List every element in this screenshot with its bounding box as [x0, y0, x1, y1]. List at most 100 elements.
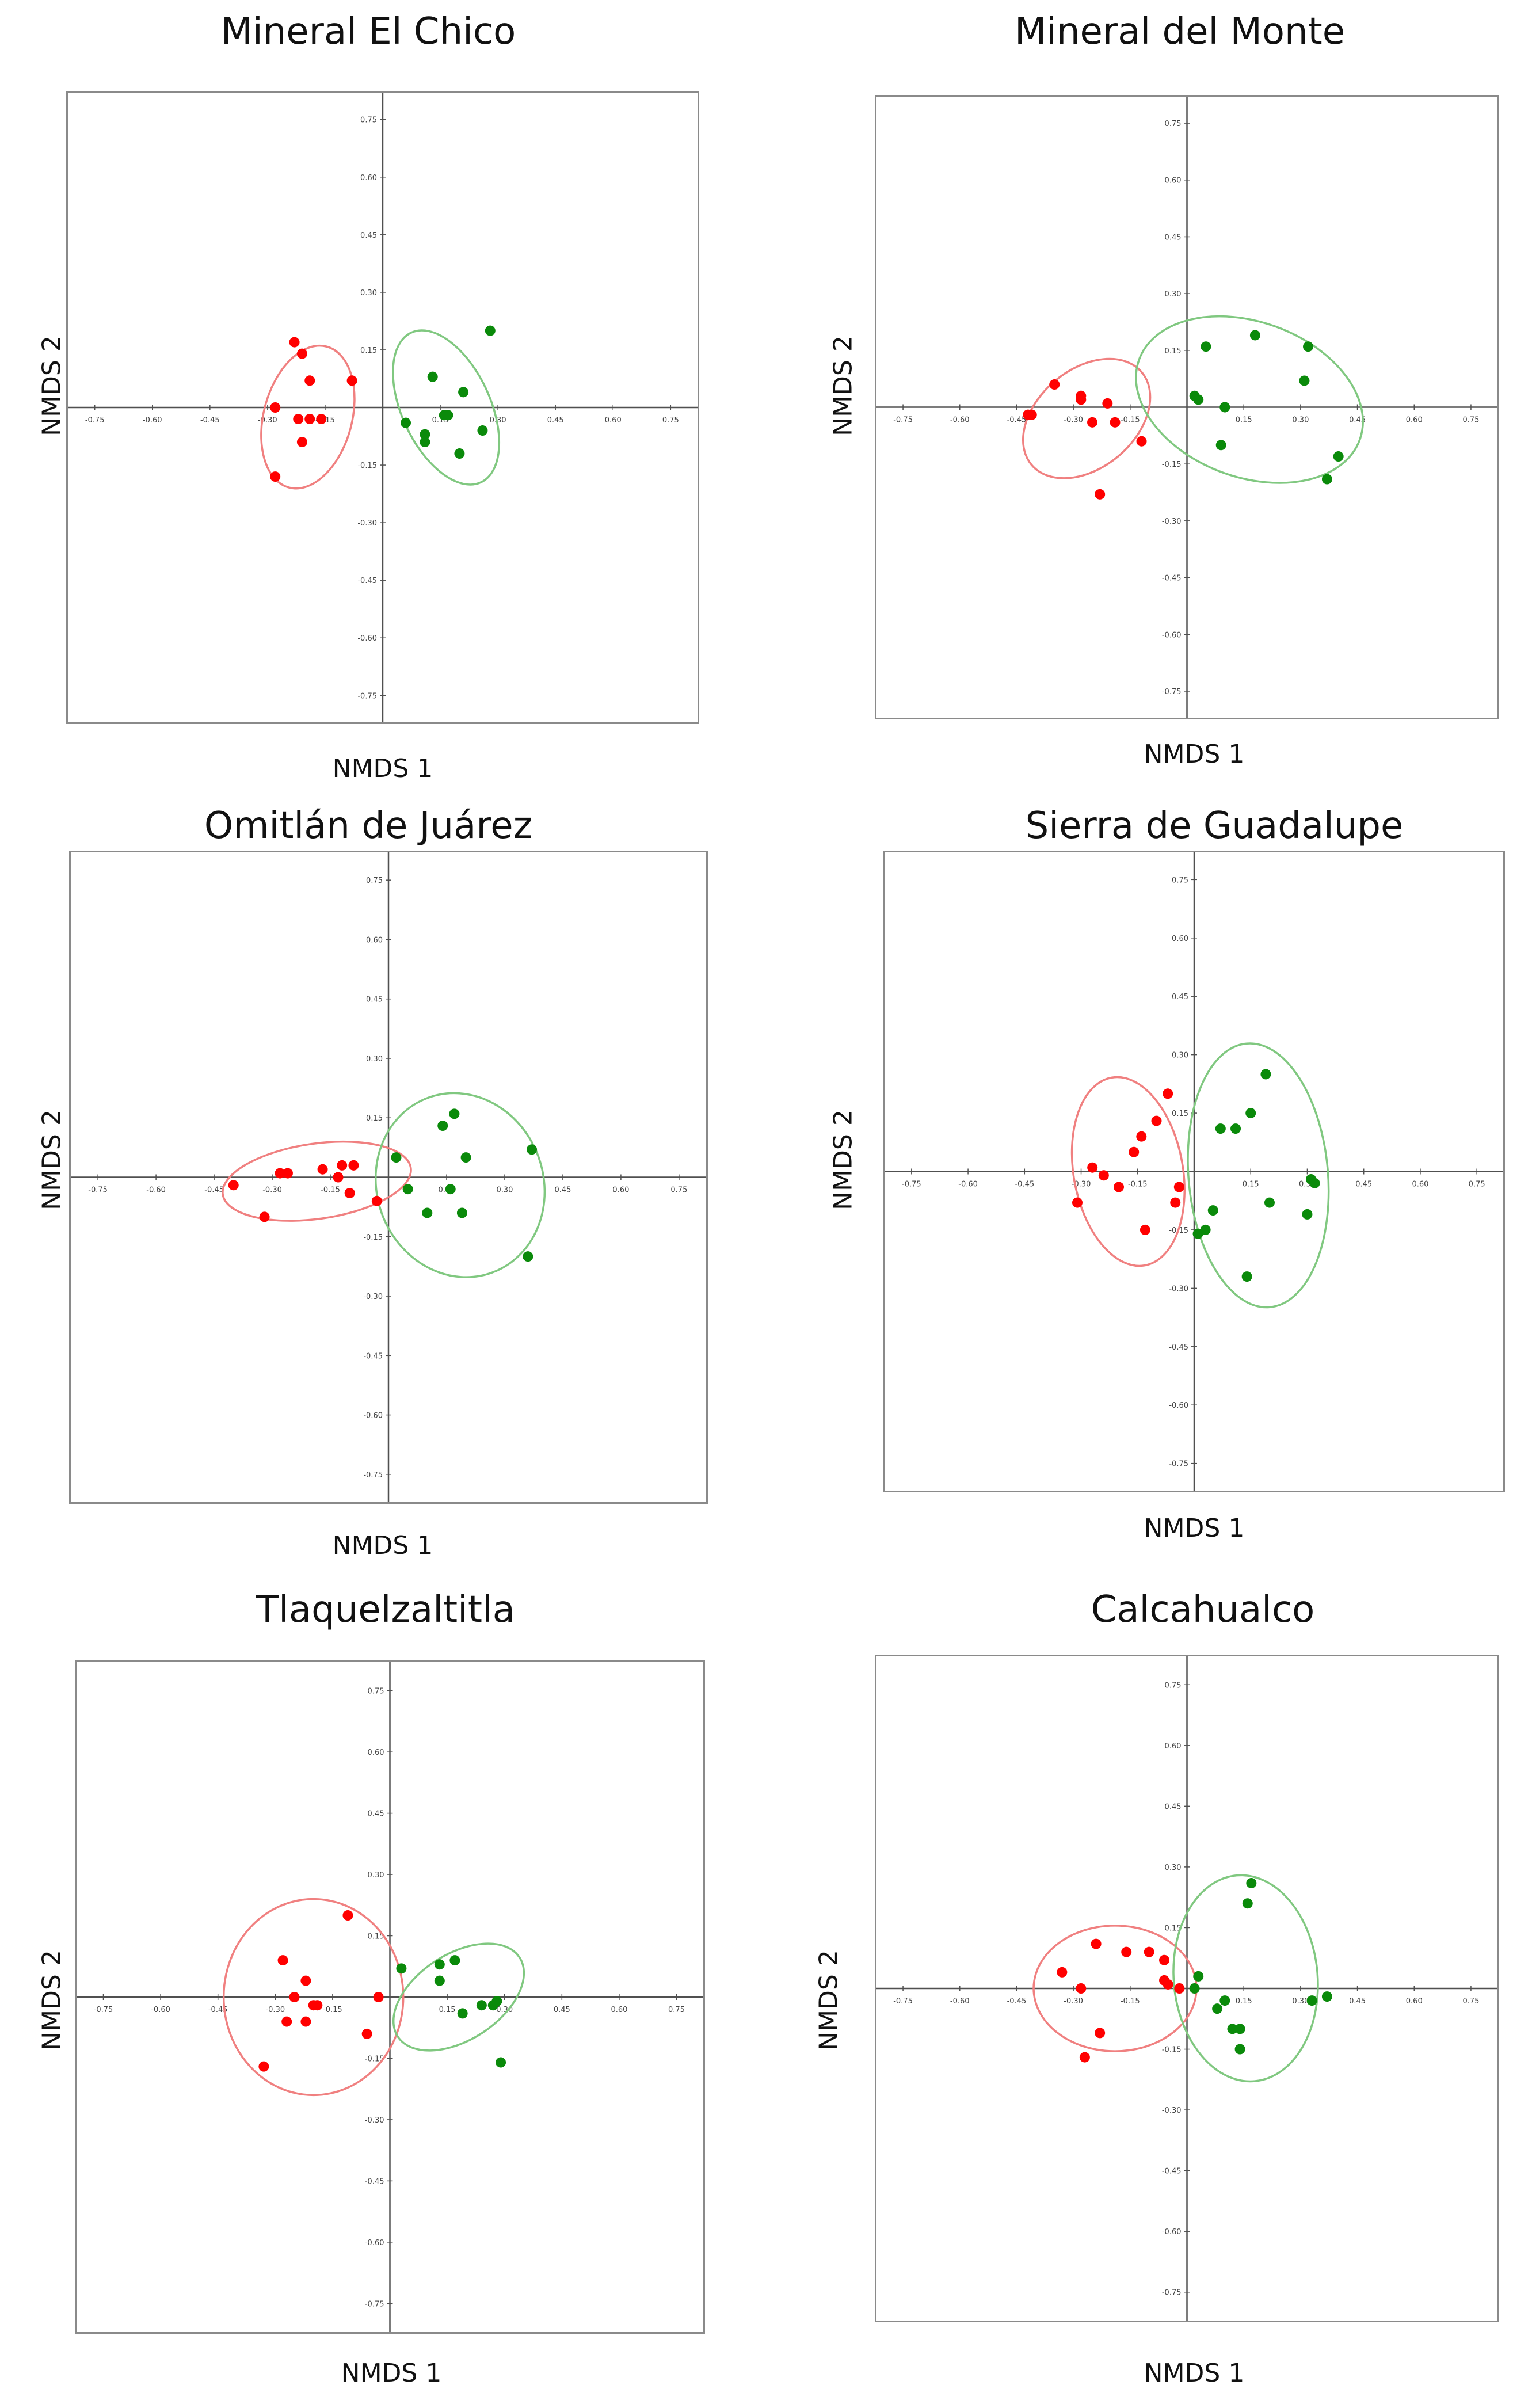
- x-tick-label: 0.75: [1469, 1180, 1485, 1189]
- red-sample-point: [1136, 1131, 1147, 1142]
- y-tick-label: 0.75: [1165, 1681, 1182, 1690]
- y-tick-label: 0.45: [1165, 233, 1182, 242]
- x-tick-label: 0.45: [554, 2006, 570, 2014]
- x-tick-label: 0.60: [1412, 1180, 1428, 1189]
- y-tick-label: 0.30: [360, 289, 377, 298]
- chart-title: Tlaquelzaltitla: [256, 1588, 515, 1631]
- x-tick-label: 0.30: [1292, 1997, 1309, 2006]
- x-tick-label: -0.60: [958, 1180, 978, 1189]
- y-tick-label: 0.45: [1172, 993, 1188, 1001]
- y-axis-label: NMDS 2: [828, 1110, 858, 1210]
- red-sample-point: [1136, 436, 1147, 447]
- green-sample-point: [1241, 1271, 1252, 1282]
- red-sample-point: [1144, 1946, 1154, 1957]
- green-sample-point: [485, 325, 496, 336]
- green-sample-point: [458, 387, 469, 398]
- y-tick-label: 0.15: [1172, 1110, 1188, 1118]
- y-tick-label: -0.45: [1162, 574, 1182, 583]
- x-tick-label: 0.60: [612, 1186, 629, 1195]
- y-tick-label: -0.75: [363, 1471, 383, 1480]
- green-sample-point: [437, 1121, 448, 1131]
- red-sample-point: [1072, 1197, 1083, 1208]
- x-tick-label: -0.45: [1015, 1180, 1034, 1189]
- x-tick-label: -0.75: [94, 2006, 113, 2014]
- green-sample-point: [1333, 451, 1344, 462]
- y-tick-label: -0.15: [1162, 460, 1182, 469]
- red-sample-point: [270, 402, 281, 413]
- x-tick-label: -0.15: [1121, 1997, 1140, 2006]
- green-sample-point: [1234, 2044, 1245, 2055]
- red-sample-point: [342, 1910, 353, 1921]
- y-tick-label: 0.60: [360, 174, 377, 182]
- plot-area: -0.75 -0.75 -0.60 -0.60 -0.45 -0.45 -0.30 -0.30…: [883, 851, 1505, 1492]
- red-sample-point: [317, 1164, 328, 1175]
- y-tick-label: 0.30: [368, 1871, 384, 1880]
- chart-title: Mineral El Chico: [220, 10, 516, 53]
- red-sample-point: [293, 414, 304, 425]
- red-sample-point: [300, 1975, 311, 1986]
- green-sample-point: [1321, 1991, 1332, 2002]
- x-tick-label: 0.30: [496, 1186, 513, 1195]
- x-tick-label: 0.15: [439, 2006, 456, 2014]
- green-confidence-ellipse: [1172, 1874, 1319, 2083]
- red-sample-point: [1023, 409, 1034, 420]
- x-tick-label: 0.60: [611, 2006, 627, 2014]
- y-tick-label: 0.75: [1165, 120, 1182, 128]
- x-tick-label: 0.75: [668, 2006, 685, 2014]
- plot-area: -0.75 -0.75 -0.60 -0.60 -0.45 -0.45 -0.30 -0.30…: [75, 1660, 705, 2334]
- plot-area: -0.75 -0.75 -0.60 -0.60 -0.45 -0.45 -0.30 -0.30…: [875, 1655, 1499, 2322]
- x-axis-label: NMDS 1: [1144, 1514, 1245, 1543]
- y-tick-label: 0.15: [360, 346, 377, 355]
- y-tick-label: 0.75: [360, 116, 377, 125]
- green-sample-point: [1264, 1197, 1275, 1208]
- y-axis-label: NMDS 2: [37, 1110, 67, 1210]
- red-sample-point: [1076, 394, 1087, 405]
- green-sample-point: [460, 1152, 471, 1163]
- red-sample-point: [1174, 1983, 1185, 1994]
- y-tick-label: -0.45: [1162, 2167, 1182, 2176]
- x-tick-label: 0.45: [1349, 1997, 1366, 2006]
- red-confidence-ellipse: [222, 1898, 405, 2097]
- red-sample-point: [373, 1992, 384, 2002]
- y-tick-label: -0.75: [1162, 2289, 1182, 2297]
- red-sample-point: [1079, 2052, 1090, 2063]
- green-sample-point: [1215, 1123, 1226, 1134]
- x-axis-label: NMDS 1: [332, 1531, 433, 1560]
- y-tick-label: -0.75: [365, 2300, 384, 2308]
- green-confidence-ellipse: [392, 1942, 525, 2052]
- red-sample-point: [289, 1992, 300, 2002]
- red-sample-point: [346, 375, 357, 386]
- x-tick-label: 0.60: [1406, 1997, 1423, 2006]
- green-sample-point: [1219, 1995, 1230, 2006]
- green-sample-point: [1321, 474, 1332, 485]
- y-tick-label: -0.30: [1162, 517, 1182, 526]
- red-sample-point: [1110, 417, 1121, 428]
- green-sample-point: [1302, 1209, 1313, 1220]
- green-sample-point: [396, 1963, 407, 1974]
- green-sample-point: [449, 1955, 460, 1966]
- y-axis-label: NMDS 2: [828, 336, 858, 436]
- y-tick-label: 0.60: [1165, 1742, 1182, 1751]
- x-tick-label: 0.30: [1292, 416, 1309, 425]
- y-tick-label: 0.45: [1165, 1803, 1182, 1811]
- x-tick-label: -0.60: [950, 416, 970, 425]
- green-sample-point: [1299, 375, 1310, 386]
- green-sample-point: [1230, 1123, 1241, 1134]
- red-sample-point: [1173, 1182, 1184, 1192]
- x-tick-label: 0.75: [662, 416, 679, 425]
- red-sample-point: [304, 414, 315, 425]
- x-tick-label: 0.45: [1349, 416, 1366, 425]
- y-axis-label: NMDS 2: [37, 1950, 67, 2051]
- green-sample-point: [1245, 1108, 1256, 1119]
- green-sample-point: [1201, 341, 1211, 352]
- green-sample-point: [1212, 2003, 1223, 2014]
- y-tick-label: 0.75: [1172, 876, 1188, 885]
- y-tick-label: 0.30: [1165, 290, 1182, 299]
- y-tick-label: -0.75: [1169, 1460, 1188, 1469]
- x-axis-label: NMDS 1: [1144, 2359, 1245, 2388]
- x-tick-label: -0.15: [323, 2006, 342, 2014]
- red-sample-point: [316, 414, 327, 425]
- green-sample-point: [456, 1207, 467, 1218]
- y-tick-label: 0.75: [366, 877, 383, 885]
- green-sample-point: [496, 2057, 506, 2068]
